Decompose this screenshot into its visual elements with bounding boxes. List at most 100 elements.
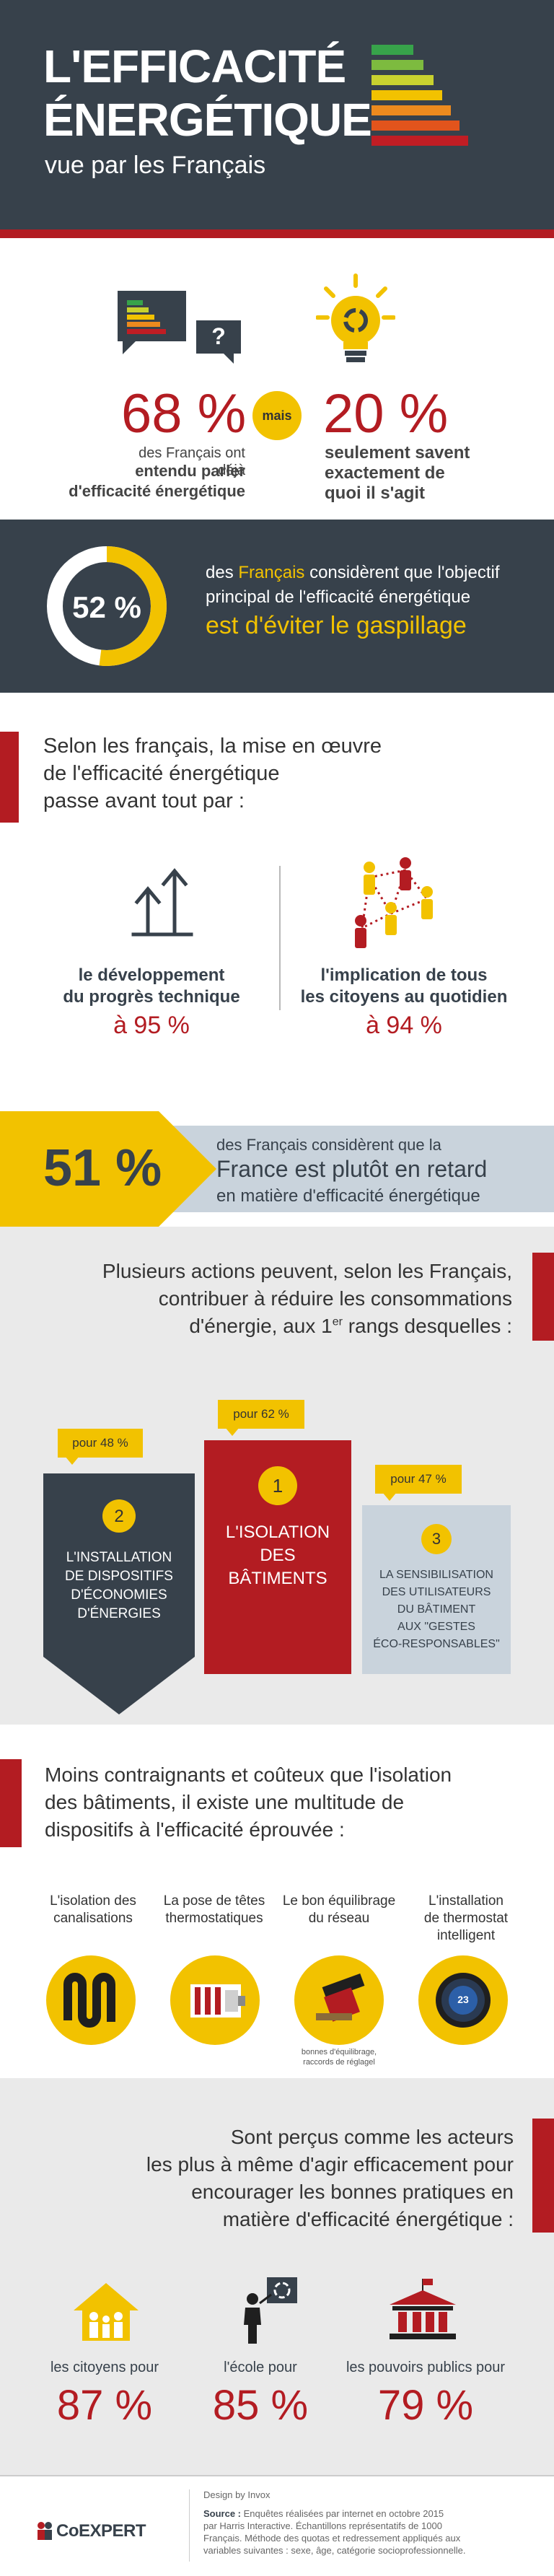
means-right-pct: à 94 %: [366, 1012, 442, 1039]
people-network-icon: [348, 856, 441, 950]
donut-value-arc: [47, 546, 167, 666]
question-bubble-icon: ?: [195, 319, 245, 369]
action-2-line-2: DE DISPOSITIFS: [65, 1569, 173, 1584]
devices-heading-3: dispositifs à l'efficacité éprouvée :: [45, 1818, 345, 1841]
action-rank-1-badge: [258, 1466, 297, 1505]
actions-heading-2: contribuer à réduire les consommations: [158, 1287, 512, 1310]
device-4-label-3: intelligent: [436, 1928, 496, 1943]
actors-heading-1: Sont perçus comme les acteurs: [230, 2126, 514, 2148]
delay-pct: 51 %: [43, 1139, 162, 1197]
action-tag-3: [375, 1465, 462, 1494]
action-tag-1-pointer: [225, 1427, 239, 1436]
objective-line-1: des Français considèrent que l'objectif: [206, 563, 500, 583]
footer-source-text-1: Enquêtes réalisées par internet en octob…: [241, 2508, 444, 2519]
objective-section: 52 % des Français considèrent que l'obje…: [0, 520, 554, 693]
action-rank-1: 1: [272, 1475, 283, 1497]
actor-2-label: l'école pour: [224, 2360, 297, 2375]
actors-red-marker: [532, 2119, 554, 2233]
device-2-label-1: La pose de têtes: [163, 1893, 265, 1909]
device-4-label-1: L'installation: [428, 1893, 504, 1909]
action-1-line-2: DES: [260, 1546, 296, 1565]
actor-3-label: les pouvoirs publics pour: [346, 2360, 506, 2375]
actions-heading-3-pre: d'énergie, aux 1: [189, 1315, 333, 1337]
devices-heading-1: Moins contraignants et coûteux que l'iso…: [45, 1764, 452, 1786]
header-red-band: [0, 229, 554, 238]
device-2-label-2: thermostatiques: [165, 1911, 263, 1926]
arrows-up-icon: [130, 866, 195, 938]
action-rank-2: 2: [114, 1507, 124, 1526]
action-tag-3-pointer: [382, 1492, 397, 1501]
delay-line-3: en matière d'efficacité énergétique: [216, 1186, 480, 1206]
footer-design: Design by Invox: [203, 2489, 271, 2500]
footer-source-2: par Harris Interactive. Échantillons rep…: [203, 2520, 442, 2531]
objective-line-1-pre: des: [206, 563, 239, 582]
actor-3-pct: 79 %: [377, 2382, 474, 2429]
energy-label-icon: [371, 45, 468, 146]
actors-section: Sont perçus comme les acteurs les plus à…: [0, 2078, 554, 2475]
device-4-label-2: de thermostat: [423, 1911, 509, 1926]
question-mark: ?: [211, 323, 226, 349]
devices-red-marker: [0, 1759, 22, 1847]
actor-1-label: les citoyens pour: [50, 2360, 159, 2375]
action-3-line-4: AUX "GESTES: [397, 1621, 475, 1633]
delay-line-1: des Français considèrent que la: [216, 1136, 441, 1154]
header: L'EFFICACITÉ ÉNERGÉTIQUE vue par les Fra…: [0, 0, 554, 229]
action-card-2: [43, 1473, 195, 1716]
school-teacher-icon: [231, 2273, 303, 2345]
means-right-label-1: l'implication de tous: [320, 965, 488, 985]
coexpert-logo: CoEXPERT: [56, 2521, 146, 2541]
objective-line-1-highlight: Français: [238, 563, 305, 582]
actions-heading-3-post: rangs desquelles :: [342, 1315, 512, 1337]
chat-bubble-icon: [114, 287, 193, 367]
actions-heading-3-sup: er: [332, 1315, 343, 1328]
mais-label: mais: [262, 408, 292, 423]
means-section: Selon les français, la mise en œuvre de …: [0, 693, 554, 1111]
actions-heading-1: Plusieurs actions peuvent, selon les Fra…: [102, 1260, 512, 1282]
footer-divider: [189, 2489, 190, 2562]
action-2-line-4: D'ÉNERGIES: [77, 1606, 161, 1621]
device-3-caption-1: bonnes d'équilibrage,: [301, 2048, 377, 2056]
footer: CoEXPERT Design by Invox Source : Enquêt…: [0, 2475, 554, 2576]
footer-source-1: Source : Enquêtes réalisées par internet…: [203, 2508, 444, 2519]
awareness-left-text-2: entendu parler: [135, 462, 245, 480]
title-line-1: L'EFFICACITÉ: [43, 40, 346, 92]
means-heading-1: Selon les français, la mise en œuvre: [43, 735, 382, 758]
device-3-label-2: du réseau: [308, 1911, 370, 1926]
devices-heading-2: des bâtiments, il existe une multitude d…: [45, 1791, 405, 1813]
action-1-line-3: BÂTIMENTS: [228, 1569, 327, 1588]
means-heading-2: de l'efficacité énergétique: [43, 762, 280, 785]
smart-thermostat-icon: [418, 1955, 508, 2045]
means-red-marker: [0, 732, 19, 823]
objective-line-1-post: considèrent que l'objectif: [304, 563, 500, 582]
device-3-label-1: Le bon équilibrage: [282, 1893, 396, 1909]
action-tag-1: [218, 1400, 304, 1429]
means-left-label-1: le développement: [78, 965, 225, 985]
action-3-line-3: DU BÂTIMENT: [397, 1603, 476, 1616]
citizens-house-icon: [72, 2282, 140, 2342]
means-heading-3: passe avant tout par :: [43, 789, 245, 812]
delay-line-2: France est plutôt en retard: [216, 1156, 488, 1182]
action-tag-2: [58, 1429, 143, 1458]
means-left-label-2: du progrès technique: [63, 987, 240, 1007]
action-rank-3: 3: [431, 1530, 441, 1548]
actors-heading-2: les plus à même d'agir efficacement pour: [146, 2153, 514, 2176]
awareness-right-text-3: quoi il s'agit: [325, 483, 426, 503]
action-rank-2-badge: [102, 1499, 136, 1533]
footer-source-3: Français. Méthode des quotas et redresse…: [203, 2533, 461, 2544]
action-tag-2-pointer: [65, 1456, 79, 1465]
device-1-label-2: canalisations: [53, 1911, 133, 1926]
lightbulb-icon: [315, 273, 396, 367]
action-tag-1-label: pour 62 %: [233, 1407, 289, 1421]
mais-badge: [252, 391, 302, 440]
title-line-2: ÉNERGÉTIQUE: [43, 94, 372, 146]
objective-line-2: principal de l'efficacité énergétique: [206, 587, 471, 607]
actors-heading-4: matière d'efficacité énergétique :: [222, 2208, 514, 2230]
actors-heading-3: encourager les bonnes pratiques en: [191, 2181, 514, 2203]
footer-source-label: Source :: [203, 2508, 242, 2519]
means-divider: [279, 866, 281, 1010]
thermostat-value: 23: [457, 1994, 469, 2005]
footer-top-line: [0, 2475, 554, 2476]
delay-yellow-arrow: [0, 1111, 216, 1227]
actions-section: Plusieurs actions peuvent, selon les Fra…: [0, 1227, 554, 1725]
actor-2-pct: 85 %: [212, 2382, 309, 2429]
